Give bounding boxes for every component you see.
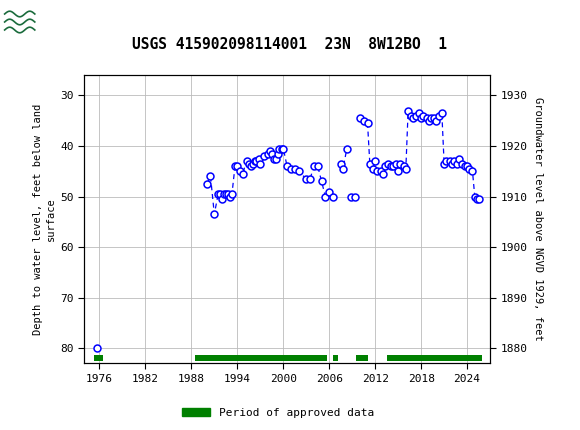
Bar bbox=[356, 355, 368, 361]
Bar bbox=[387, 355, 483, 361]
Bar bbox=[195, 355, 327, 361]
Bar bbox=[333, 355, 338, 361]
Y-axis label: Depth to water level, feet below land
surface: Depth to water level, feet below land su… bbox=[33, 104, 56, 335]
Bar bbox=[3, 3, 78, 37]
Bar bbox=[94, 355, 103, 361]
Legend: Period of approved data: Period of approved data bbox=[178, 403, 379, 422]
Y-axis label: Groundwater level above NGVD 1929, feet: Groundwater level above NGVD 1929, feet bbox=[533, 98, 543, 341]
Text: USGS 415902098114001  23N  8W12BO  1: USGS 415902098114001 23N 8W12BO 1 bbox=[132, 37, 448, 52]
Text: USGS: USGS bbox=[39, 11, 95, 29]
